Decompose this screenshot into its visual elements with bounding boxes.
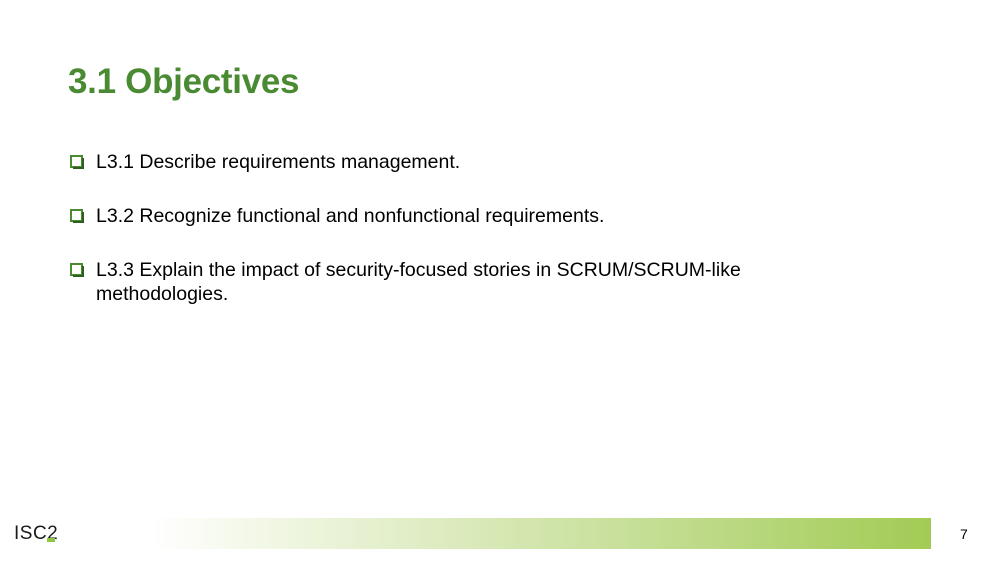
- footer-gradient-bar: [150, 518, 931, 549]
- objective-item: L3.2 Recognize functional and nonfunctio…: [68, 204, 848, 228]
- logo-accent-mark: [47, 538, 55, 542]
- checkbox-icon: [70, 209, 84, 223]
- objective-text: L3.2 Recognize functional and nonfunctio…: [96, 205, 605, 227]
- objective-text: L3.3 Explain the impact of security-focu…: [96, 259, 741, 305]
- checkbox-icon: [70, 263, 84, 277]
- checkbox-icon: [70, 155, 84, 169]
- objective-item: L3.3 Explain the impact of security-focu…: [68, 258, 848, 306]
- isc2-logo: ISC2: [14, 523, 59, 544]
- objective-text: L3.1 Describe requirements management.: [96, 151, 461, 173]
- objective-item: L3.1 Describe requirements management.: [68, 150, 848, 174]
- page-number: 7: [960, 526, 968, 542]
- objectives-list: L3.1 Describe requirements management. L…: [68, 150, 848, 336]
- slide-title: 3.1 Objectives: [68, 62, 300, 101]
